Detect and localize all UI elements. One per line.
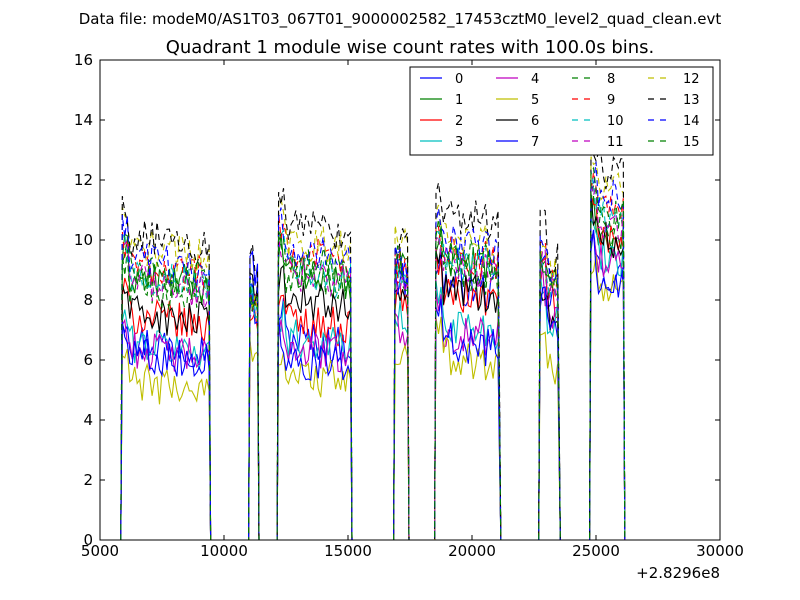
legend-label-4: 4 [531, 72, 539, 87]
x-tick-label: 20000 [448, 542, 496, 560]
series-line-1 [120, 196, 626, 540]
x-tick-label: 10000 [200, 542, 248, 560]
legend-label-0: 0 [455, 72, 463, 87]
y-tick-label: 0 [83, 531, 93, 549]
legend-label-6: 6 [531, 114, 539, 129]
legend-label-5: 5 [531, 93, 539, 108]
y-tick-label: 2 [83, 471, 93, 489]
series-line-15 [120, 166, 626, 540]
series-line-12 [120, 156, 626, 540]
series-line-8 [120, 184, 626, 540]
series-line-13 [120, 149, 626, 540]
series-layer [120, 149, 626, 540]
legend-label-1: 1 [455, 93, 463, 108]
x-tick-label: 25000 [572, 542, 620, 560]
x-tick-label: 5000 [81, 542, 119, 560]
legend-label-2: 2 [455, 114, 463, 129]
series-line-6 [120, 193, 626, 540]
y-tick-label: 14 [74, 111, 93, 129]
axis-ticks: 5000 10000 15000 20000 25000 3000002468101214… [74, 51, 744, 560]
legend-label-8: 8 [607, 72, 615, 87]
legend-label-13: 13 [683, 93, 700, 108]
x-tick-label: 15000 [324, 542, 372, 560]
y-tick-label: 6 [83, 351, 93, 369]
suptitle: Data file: modeM0/AS1T03_067T01_90000025… [79, 10, 722, 29]
legend-label-3: 3 [455, 135, 463, 150]
y-tick-label: 8 [83, 291, 93, 309]
y-tick-label: 4 [83, 411, 93, 429]
legend-label-14: 14 [683, 114, 700, 129]
y-tick-label: 16 [74, 51, 93, 69]
legend-label-9: 9 [607, 93, 615, 108]
legend-label-7: 7 [531, 135, 539, 150]
legend-label-10: 10 [607, 114, 624, 129]
series-line-14 [120, 161, 626, 540]
y-tick-label: 10 [74, 231, 93, 249]
legend-frame [409, 66, 714, 156]
x-axis-offset-label: +2.8296e8 [636, 564, 720, 582]
series-line-3 [120, 219, 626, 540]
legend-label-11: 11 [607, 135, 624, 150]
series-line-11 [120, 183, 626, 540]
x-tick-label: 30000 [696, 542, 744, 560]
legend-label-15: 15 [683, 135, 700, 150]
chart-title: Quadrant 1 module wise count rates with … [166, 37, 655, 58]
y-tick-label: 12 [74, 171, 93, 189]
series-line-7 [120, 230, 626, 540]
legend-label-12: 12 [683, 72, 700, 87]
series-line-5 [120, 255, 626, 540]
